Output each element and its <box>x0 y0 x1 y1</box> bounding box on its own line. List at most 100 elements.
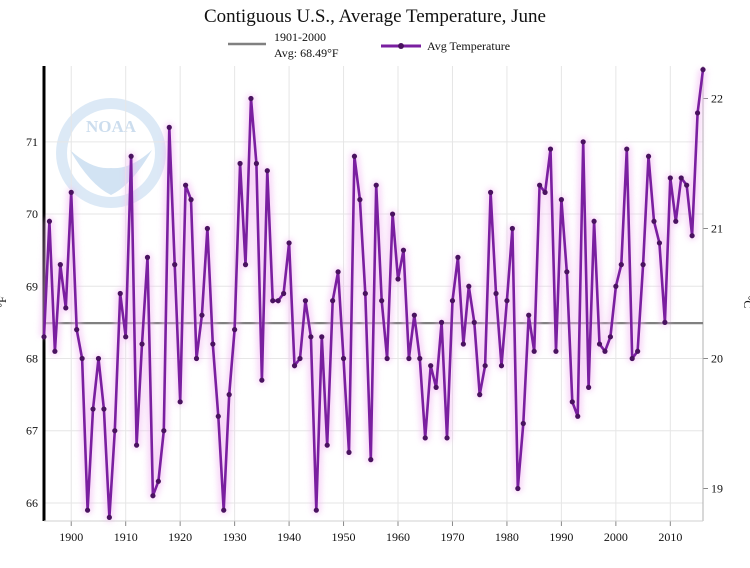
data-point <box>580 139 586 145</box>
data-point <box>139 341 145 347</box>
y-tick-label: 71 <box>26 135 38 149</box>
data-point <box>226 392 232 398</box>
data-point <box>422 435 428 441</box>
data-point <box>656 240 663 246</box>
data-point <box>569 399 575 405</box>
data-point <box>613 283 619 289</box>
data-point <box>498 363 505 369</box>
data-point <box>123 334 129 340</box>
data-point <box>133 442 140 448</box>
data-point <box>270 298 276 304</box>
data-point <box>302 298 309 304</box>
x-tick-label: 2010 <box>658 530 682 544</box>
data-point <box>308 334 314 340</box>
data-point <box>253 160 260 167</box>
legend-series-marker <box>398 43 404 49</box>
data-point <box>591 218 597 224</box>
data-point <box>629 355 635 362</box>
data-point <box>237 160 243 167</box>
data-point <box>624 146 630 152</box>
data-point <box>166 124 172 130</box>
x-tick-label: 1900 <box>59 530 83 544</box>
data-point <box>41 334 47 340</box>
x-tick-label: 1930 <box>223 530 247 544</box>
data-point <box>460 341 466 347</box>
data-point <box>106 514 112 520</box>
data-point <box>297 355 303 362</box>
data-point <box>395 276 401 282</box>
data-point <box>607 334 614 340</box>
noaa-logo-text: NOAA <box>86 117 137 136</box>
data-point <box>406 355 412 362</box>
data-point <box>368 457 374 463</box>
data-point <box>640 262 646 268</box>
data-point <box>161 428 167 434</box>
data-point <box>79 355 85 362</box>
data-point <box>449 298 456 304</box>
data-point <box>662 319 668 325</box>
data-point <box>319 334 325 340</box>
data-point <box>63 305 69 311</box>
data-point <box>700 67 706 73</box>
y-tick-label: 68 <box>26 352 38 366</box>
x-tick-label: 1920 <box>168 530 192 544</box>
data-point <box>112 428 118 434</box>
data-point <box>335 269 341 275</box>
data-point <box>248 95 254 102</box>
data-point <box>455 254 461 260</box>
data-point <box>618 262 624 268</box>
data-point <box>384 355 390 362</box>
data-point <box>417 355 423 362</box>
data-point <box>242 262 249 268</box>
legend: 1901-2000 Avg: 68.49°F Avg Temperature <box>228 30 510 60</box>
data-point <box>46 218 53 224</box>
y-right-tick-label: 20 <box>711 352 723 366</box>
series-layer <box>39 67 708 522</box>
data-point <box>575 413 581 419</box>
data-point <box>101 406 107 412</box>
data-point <box>324 442 330 448</box>
data-point <box>210 341 216 347</box>
data-point <box>564 269 570 275</box>
y-tick-label: 70 <box>26 207 38 221</box>
data-point <box>373 182 379 188</box>
data-point <box>379 298 385 304</box>
data-point <box>542 189 548 195</box>
data-point <box>172 262 178 268</box>
data-point <box>526 312 532 318</box>
data-point <box>259 377 265 383</box>
data-point <box>188 197 194 203</box>
data-point <box>221 507 227 513</box>
data-point <box>155 478 161 484</box>
x-tick-label: 1940 <box>277 530 301 544</box>
data-point <box>509 225 515 232</box>
data-point <box>558 197 564 203</box>
data-point <box>215 413 221 419</box>
data-point <box>678 175 684 181</box>
data-point <box>520 420 526 427</box>
data-point <box>128 153 134 159</box>
y-tick-label: 66 <box>26 496 38 510</box>
y-axis-right-label: °C <box>741 296 750 309</box>
x-tick-label: 2000 <box>604 530 628 544</box>
data-point <box>183 182 189 188</box>
legend-baseline-label: 1901-2000 <box>274 30 326 44</box>
data-point <box>471 319 477 325</box>
data-point <box>487 189 494 195</box>
data-point <box>694 110 701 116</box>
data-point <box>689 233 695 239</box>
data-point <box>684 182 690 188</box>
data-point <box>504 298 510 304</box>
y-right-tick-label: 21 <box>711 222 723 236</box>
data-point <box>362 290 368 297</box>
data-point <box>389 211 396 217</box>
data-point <box>291 363 298 369</box>
data-point <box>531 348 537 354</box>
data-point <box>74 327 80 333</box>
data-point <box>651 218 657 224</box>
data-point <box>144 254 151 260</box>
data-point <box>553 348 559 354</box>
axes: 1900 1910 1920 1930 1940 1950 1960 1970 1980 1990… <box>26 66 723 544</box>
data-point <box>84 507 91 513</box>
